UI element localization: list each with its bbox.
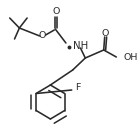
Text: OH: OH [123,54,137,62]
Text: O: O [39,31,46,40]
Text: O: O [102,29,109,38]
Text: F: F [76,83,81,93]
Text: O: O [52,8,60,17]
Text: NH: NH [73,41,88,51]
